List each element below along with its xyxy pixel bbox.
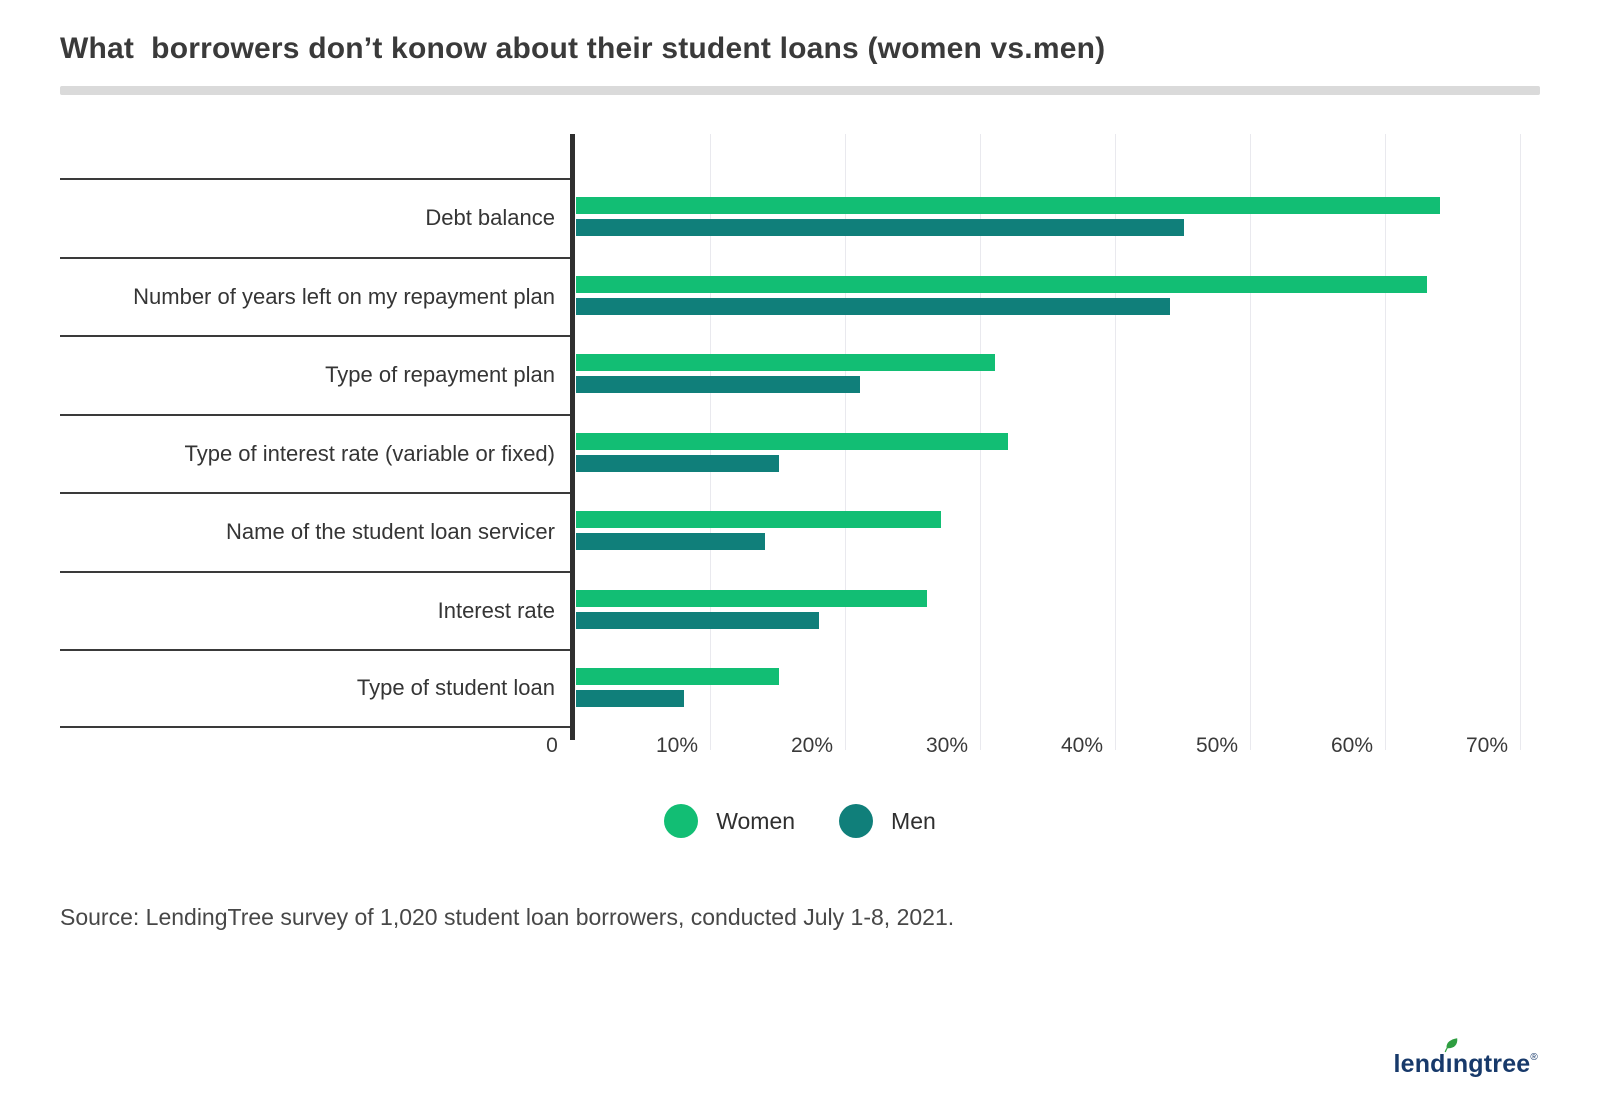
women-bar <box>576 589 927 607</box>
title-divider <box>60 86 1540 95</box>
chart-row: Interest rate <box>60 570 1540 650</box>
x-tick: 60% <box>1330 734 1374 757</box>
chart-title: What borrowers don’t konow about their s… <box>60 32 1106 65</box>
x-tick: 40% <box>1060 734 1104 757</box>
logo-letter-i: ı <box>1444 1038 1457 1079</box>
men-bar <box>576 454 779 472</box>
bar-group <box>575 649 1540 728</box>
legend-item: Men <box>839 804 936 838</box>
legend-label: Men <box>891 807 936 834</box>
x-tick: 70% <box>1465 734 1509 757</box>
page: What borrowers don’t konow about their s… <box>60 32 1540 930</box>
gridline <box>1115 134 1116 750</box>
legend-item: Women <box>664 804 795 838</box>
bar-group <box>575 414 1540 493</box>
men-bar <box>576 690 684 707</box>
men-bar <box>576 533 765 550</box>
x-axis-ticks: 0 10% 20% 30% 40% 50% 60% 70% <box>60 734 1540 764</box>
chart-row: Name of the student loan servicer <box>60 492 1540 571</box>
chart-row: Number of years left on my repayment pla… <box>60 256 1540 336</box>
leaf-icon <box>1444 1038 1457 1053</box>
y-axis-spine <box>570 134 575 740</box>
women-bar <box>576 275 1427 293</box>
category-label: Number of years left on my repayment pla… <box>60 256 575 336</box>
women-bar <box>576 197 1440 214</box>
chart-row: Type of student loan <box>60 649 1540 728</box>
chart-row: Debt balance <box>60 178 1540 257</box>
bar-group <box>575 492 1540 571</box>
legend: Women Men <box>60 804 1540 838</box>
gridline <box>1385 134 1386 750</box>
women-bar <box>576 354 995 371</box>
gridline <box>1520 134 1521 750</box>
men-bar <box>576 297 1170 315</box>
category-label: Debt balance <box>60 178 575 257</box>
chart: Debt balance Number of years left on my r… <box>60 134 1540 774</box>
chart-row: Type of repayment plan <box>60 335 1540 414</box>
legend-label: Women <box>716 807 796 834</box>
women-bar <box>576 511 941 528</box>
bar-group <box>575 571 1540 650</box>
category-label: Name of the student loan servicer <box>60 492 575 571</box>
x-tick: 30% <box>925 734 969 757</box>
source-text: Source: LendingTree survey of 1,020 stud… <box>60 904 955 930</box>
logo-text-prefix: lend <box>1393 1050 1446 1078</box>
logo-text-suffix: ngtree <box>1452 1050 1531 1078</box>
men-bar <box>576 219 1184 236</box>
registered-mark: ® <box>1530 1052 1538 1063</box>
bar-group <box>575 257 1540 336</box>
chart-rows: Debt balance Number of years left on my r… <box>60 178 1540 728</box>
x-tick: 0 <box>546 734 558 757</box>
x-tick: 20% <box>790 734 834 757</box>
men-bar <box>576 376 860 393</box>
category-label: Interest rate <box>60 570 575 650</box>
category-label: Type of repayment plan <box>60 335 575 414</box>
bar-group <box>575 335 1540 414</box>
chart-row: Type of interest rate (variable or fixed… <box>60 413 1540 493</box>
x-tick: 10% <box>655 734 699 757</box>
category-label: Type of interest rate (variable or fixed… <box>60 413 575 493</box>
category-label: Type of student loan <box>60 649 575 728</box>
women-bar <box>576 668 779 685</box>
legend-swatch-men <box>839 804 874 838</box>
men-bar <box>576 611 819 629</box>
lendingtree-logo: lend ıngtree® <box>1393 1038 1538 1079</box>
women-bar <box>576 432 1008 450</box>
x-tick: 50% <box>1195 734 1239 757</box>
bar-group <box>575 178 1540 257</box>
gridline <box>1250 134 1251 750</box>
legend-swatch-women <box>664 804 699 838</box>
